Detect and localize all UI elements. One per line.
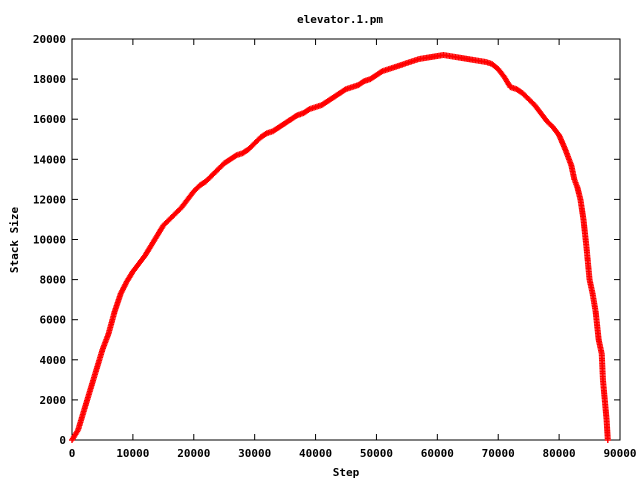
x-tick-label: 90000 [603, 447, 636, 460]
x-tick-label: 30000 [238, 447, 271, 460]
x-tick-label: 10000 [116, 447, 149, 460]
x-tick-label: 0 [69, 447, 76, 460]
y-axis-label: Stack Size [8, 207, 21, 274]
data-series [69, 52, 611, 443]
x-tick-label: 40000 [299, 447, 332, 460]
chart-title: elevator.1.pm [297, 13, 383, 26]
axis-ticks: 0 10000 20000 30000 40000 50000 60000 70000 8000… [33, 33, 637, 460]
y-tick-label: 20000 [33, 33, 66, 46]
y-tick-label: 4000 [40, 354, 67, 367]
y-tick-label: 2000 [40, 394, 67, 407]
y-tick-label: 10000 [33, 234, 66, 247]
y-tick-label: 8000 [40, 274, 67, 287]
x-tick-label: 20000 [177, 447, 210, 460]
x-tick-label: 70000 [482, 447, 515, 460]
y-tick-label: 14000 [33, 153, 66, 166]
x-tick-label: 60000 [421, 447, 454, 460]
y-tick-label: 16000 [33, 113, 66, 126]
y-tick-label: 6000 [40, 314, 67, 327]
x-tick-label: 80000 [543, 447, 576, 460]
x-tick-label: 50000 [360, 447, 393, 460]
y-tick-label: 12000 [33, 193, 66, 206]
y-tick-label: 18000 [33, 73, 66, 86]
x-axis-label: Step [333, 466, 360, 479]
y-tick-label: 0 [59, 434, 66, 447]
data-point [604, 437, 611, 443]
